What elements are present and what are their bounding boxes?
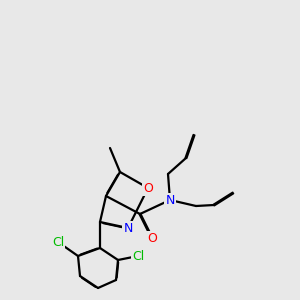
Text: Cl: Cl <box>132 250 144 262</box>
Text: O: O <box>147 232 157 244</box>
Text: Cl: Cl <box>52 236 64 248</box>
Text: O: O <box>143 182 153 194</box>
Text: N: N <box>123 221 133 235</box>
Text: N: N <box>165 194 175 206</box>
